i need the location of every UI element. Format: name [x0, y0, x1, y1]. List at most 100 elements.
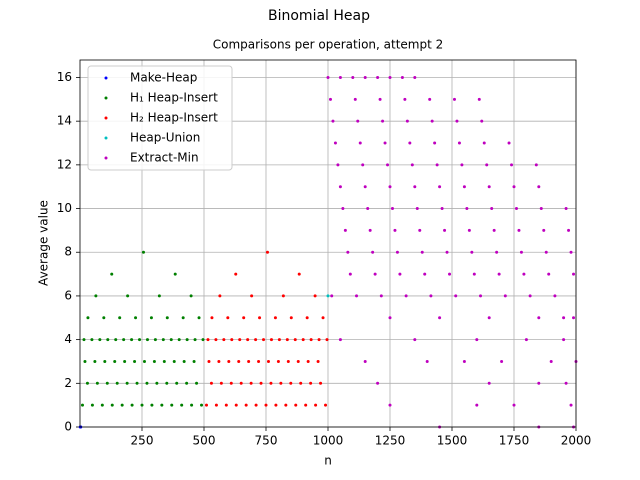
point [98, 338, 102, 342]
point [343, 228, 347, 232]
y-tick-label: 8 [64, 245, 72, 259]
point [175, 381, 179, 385]
legend-label: H₂ Heap-Insert [130, 111, 218, 125]
point [512, 403, 516, 407]
point [363, 359, 367, 363]
legend: Make-Heap H₁ Heap-Insert H₂ Heap-Insert Hea… [87, 65, 233, 171]
point [408, 141, 412, 145]
x-tick-label: 1750 [499, 434, 530, 448]
point [465, 207, 469, 211]
point [284, 403, 288, 407]
point [460, 163, 464, 167]
point [503, 294, 507, 298]
point [299, 381, 303, 385]
point [390, 207, 394, 211]
point [512, 185, 516, 189]
point [497, 272, 501, 276]
legend-label: Extract-Min [130, 151, 199, 165]
point [90, 403, 94, 407]
point [118, 316, 122, 320]
point [428, 97, 432, 101]
point [301, 338, 305, 342]
point [125, 381, 129, 385]
point [115, 381, 119, 385]
point [90, 338, 94, 342]
point [140, 403, 144, 407]
point [462, 185, 466, 189]
point [304, 403, 308, 407]
point [276, 359, 280, 363]
point [192, 359, 196, 363]
y-tick-label: 10 [57, 201, 72, 215]
point [485, 163, 489, 167]
point [331, 119, 335, 123]
point [547, 272, 551, 276]
point [106, 338, 110, 342]
point [238, 338, 242, 342]
point [95, 381, 99, 385]
point [138, 338, 142, 342]
point [234, 403, 238, 407]
point [279, 381, 283, 385]
point [379, 294, 383, 298]
point [569, 250, 573, 254]
point [553, 294, 557, 298]
point [258, 316, 262, 320]
point [201, 338, 205, 342]
point [100, 403, 104, 407]
point [445, 250, 449, 254]
y-tick-label: 12 [57, 157, 72, 171]
point [383, 141, 387, 145]
point [413, 75, 417, 79]
point [366, 207, 370, 211]
point [440, 207, 444, 211]
point [371, 250, 375, 254]
point [86, 316, 90, 320]
point [326, 75, 330, 79]
point [400, 75, 404, 79]
point [195, 381, 199, 385]
point [326, 294, 330, 298]
point [274, 403, 278, 407]
point [218, 294, 222, 298]
point [415, 207, 419, 211]
point [338, 338, 342, 342]
point [149, 316, 153, 320]
point [289, 316, 293, 320]
legend-label: Heap-Union [130, 131, 200, 145]
y-tick-label: 14 [57, 114, 72, 128]
point [190, 403, 194, 407]
legend-box [87, 65, 233, 171]
point [363, 185, 367, 189]
point [214, 338, 218, 342]
point [388, 403, 392, 407]
point [368, 228, 372, 232]
point [438, 185, 442, 189]
point [542, 228, 546, 232]
point [207, 359, 211, 363]
x-axis-label: n [324, 454, 332, 468]
point [572, 272, 576, 276]
point [153, 338, 157, 342]
legend-marker [104, 156, 108, 160]
point [475, 403, 479, 407]
point [165, 316, 169, 320]
point [338, 185, 342, 189]
point [386, 163, 390, 167]
y-tick-label: 16 [57, 70, 72, 84]
point [438, 316, 442, 320]
point [297, 272, 301, 276]
point [519, 250, 523, 254]
point [455, 119, 459, 123]
point [123, 359, 127, 363]
point [126, 294, 130, 298]
point [197, 316, 201, 320]
point [528, 294, 532, 298]
point [363, 75, 367, 79]
point [224, 403, 228, 407]
point [182, 359, 186, 363]
point [273, 316, 277, 320]
point [102, 316, 106, 320]
point [227, 359, 231, 363]
point [185, 381, 189, 385]
